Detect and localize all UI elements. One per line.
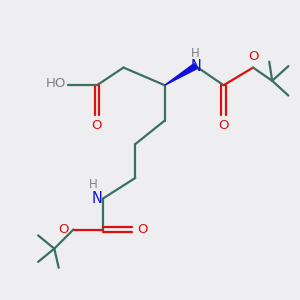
Text: H: H xyxy=(191,46,200,60)
Text: O: O xyxy=(92,119,102,132)
Text: N: N xyxy=(92,191,103,206)
Text: O: O xyxy=(248,50,258,63)
Polygon shape xyxy=(165,64,197,85)
Text: H: H xyxy=(89,178,98,191)
Text: N: N xyxy=(190,58,201,74)
Text: HO: HO xyxy=(46,77,66,90)
Text: O: O xyxy=(58,223,69,236)
Text: O: O xyxy=(218,119,229,132)
Text: O: O xyxy=(137,223,147,236)
